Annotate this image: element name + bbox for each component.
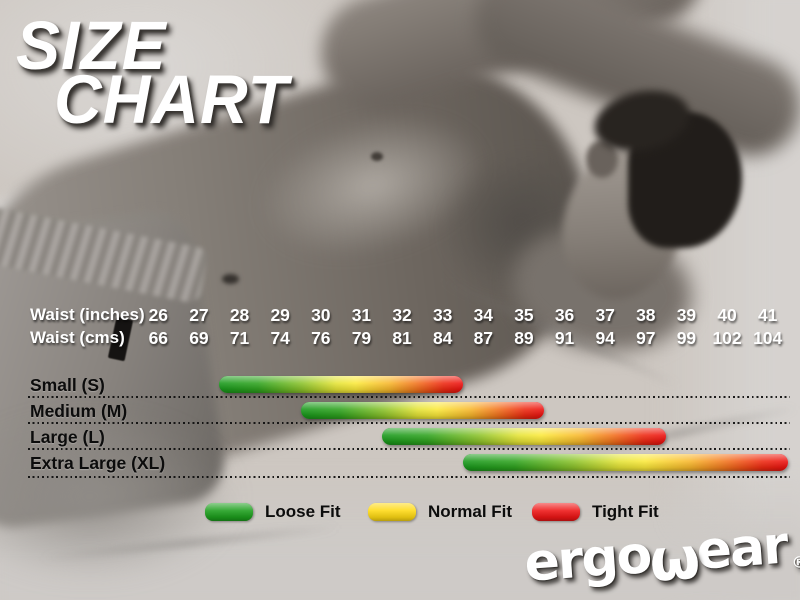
legend-swatch [205, 503, 253, 521]
logo-ergo: ergo [522, 525, 653, 594]
page-title-chart: CHART [54, 60, 289, 138]
size-range-bar [300, 402, 545, 419]
size-range-bar [381, 428, 667, 445]
waist-inches-cells: 26 27 28 29 30 31 32 33 34 35 36 37 38 39 40 41 [138, 304, 788, 326]
waist-inch-value: 37 [595, 305, 615, 325]
waist-inch-value: 41 [757, 305, 778, 325]
waist-inch-value: 33 [432, 305, 453, 325]
size-label: Small (S) [30, 375, 105, 395]
bar-area [138, 399, 788, 423]
waist-cm-value: 74 [270, 328, 290, 348]
size-row: Large (L) [0, 425, 800, 449]
registered-mark: ® [791, 553, 800, 573]
size-label: Large (L) [30, 427, 105, 447]
waist-inch-value: 36 [554, 305, 575, 325]
size-row: Extra Large (XL) [0, 451, 800, 475]
waist-inch-value: 28 [229, 305, 250, 325]
size-row: Medium (M) [0, 399, 800, 423]
waist-cms-label: Waist (cms) [30, 328, 125, 347]
fit-legend: Loose Fit Normal Fit Tight Fit [0, 501, 800, 523]
waist-cm-value: 71 [229, 328, 250, 348]
size-row: Small (S) [0, 373, 800, 397]
size-range-bar [463, 454, 788, 471]
waist-cm-value: 87 [473, 328, 494, 348]
legend-swatch [532, 503, 580, 521]
waist-cm-value: 97 [636, 328, 656, 348]
waist-inch-value: 40 [717, 305, 737, 325]
logo-omega-w: ω [647, 523, 701, 596]
waist-inch-value: 29 [270, 305, 290, 325]
waist-cm-value: 84 [432, 328, 453, 348]
waist-cms-cells: 66 69 71 74 76 79 81 84 87 89 91 94 97 99 102 104 [138, 327, 788, 349]
waist-inch-value: 34 [473, 305, 494, 325]
size-range-bar [219, 376, 463, 393]
waist-cm-value: 81 [392, 328, 412, 348]
bar-area [138, 425, 788, 449]
waist-cm-value: 91 [554, 328, 575, 348]
page-title-size: SIZE [16, 6, 167, 84]
waist-inch-value: 32 [392, 305, 412, 325]
model-nipple [371, 152, 383, 161]
waist-inch-value: 26 [148, 305, 169, 325]
dotted-divider [28, 396, 790, 398]
bar-area [138, 451, 788, 475]
size-label: Extra Large (XL) [30, 453, 166, 473]
waist-cm-value: 94 [595, 328, 615, 348]
waist-cms-row: Waist (cms) 66 69 71 74 76 79 81 84 87 89 91 94 97 99… [0, 327, 800, 349]
size-label: Medium (M) [30, 401, 128, 421]
legend-label: Normal Fit [428, 502, 513, 521]
waist-inches-row: Waist (inches) 26 27 28 29 30 31 32 33 34 35 36 37 3… [0, 304, 800, 326]
waist-cm-value: 79 [351, 328, 372, 348]
waist-cm-value: 99 [676, 328, 697, 348]
bar-area [138, 373, 788, 397]
waist-inches-label: Waist (inches) [30, 305, 145, 324]
waist-cm-value: 89 [514, 328, 534, 348]
legend-label: Loose Fit [265, 502, 341, 521]
waist-inch-value: 35 [514, 305, 534, 325]
legend-label: Tight Fit [592, 502, 659, 521]
dotted-divider [28, 476, 790, 478]
waist-inch-value: 27 [189, 305, 209, 325]
waist-inch-value: 38 [636, 305, 656, 325]
waist-inch-value: 31 [351, 305, 372, 325]
waist-cm-value: 76 [311, 328, 331, 348]
dotted-divider [28, 422, 790, 424]
waist-cm-value: 102 [712, 328, 742, 348]
waist-cm-value: 66 [148, 328, 169, 348]
ergowear-logo: ergoωear ® [522, 512, 800, 596]
model-navel [222, 274, 239, 284]
waist-inch-value: 30 [311, 305, 331, 325]
waist-cm-value: 104 [753, 328, 783, 348]
logo-ear: ear [694, 515, 789, 582]
waist-cm-value: 69 [189, 328, 209, 348]
dotted-divider [28, 448, 790, 450]
waist-inch-value: 39 [676, 305, 697, 325]
legend-swatch [368, 503, 416, 521]
